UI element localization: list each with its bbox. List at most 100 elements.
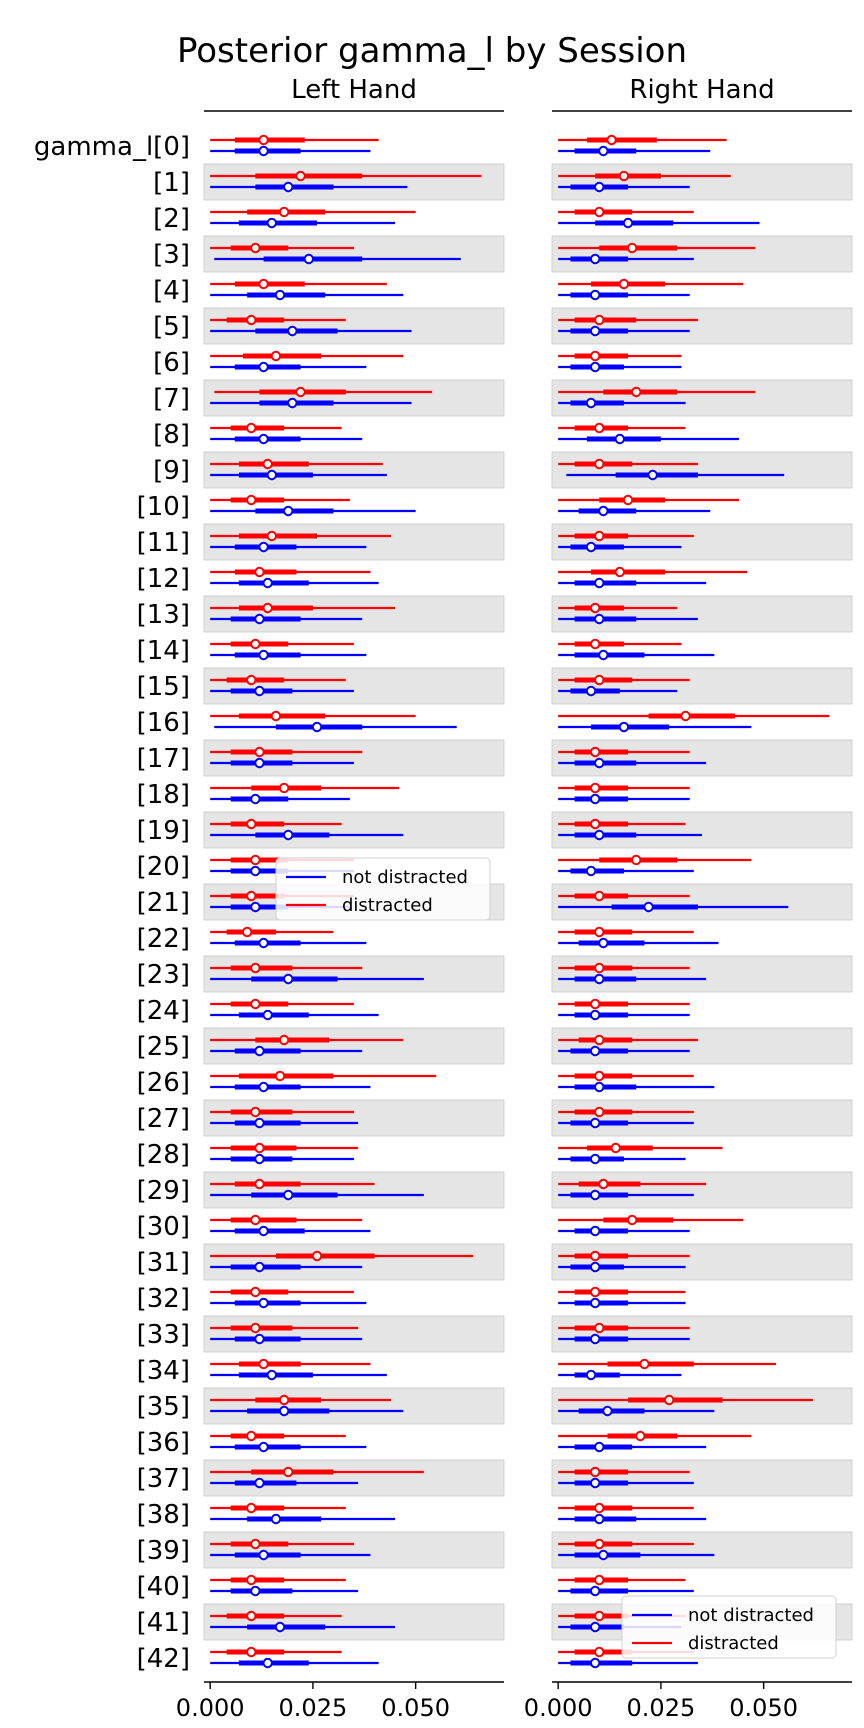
row-band (551, 1027, 853, 1065)
row-label: [33] (137, 1320, 190, 1350)
distracted-median-point (254, 1142, 265, 1154)
distracted-median-point (246, 314, 257, 326)
row-label: [20] (137, 852, 190, 882)
distracted-median-point (258, 1358, 269, 1370)
not-distracted-median-point (647, 469, 658, 481)
not-distracted-median-point (266, 1369, 278, 1381)
interval-marks (210, 134, 830, 1669)
not-distracted-median-point (594, 613, 605, 625)
row-band (551, 379, 853, 417)
not-distracted-median-point (254, 1045, 265, 1057)
not-distracted-median-point (589, 1333, 601, 1345)
row-band (203, 1099, 505, 1137)
distracted-median-point (594, 206, 605, 218)
not-distracted-median-point (594, 1441, 605, 1453)
row-band (203, 1315, 505, 1353)
not-distracted-median-point (258, 1297, 269, 1309)
distracted-median-point (283, 1466, 294, 1478)
row-band (203, 451, 505, 489)
row-label: [26] (137, 1068, 190, 1098)
row-label: [8] (153, 420, 190, 450)
not-distracted-median-point (283, 829, 294, 841)
not-distracted-median-point (258, 1441, 269, 1453)
distracted-median-point (622, 494, 634, 506)
row-band (203, 667, 505, 705)
not-distracted-median-point (258, 1081, 269, 1093)
x-tick-label: 0.050 (729, 1694, 798, 1722)
distracted-median-point (295, 386, 306, 398)
distracted-median-point (663, 1394, 675, 1406)
distracted-median-point (270, 350, 282, 362)
row-band (203, 1027, 505, 1065)
row-label: [25] (137, 1032, 190, 1062)
not-distracted-median-point (274, 289, 286, 301)
row-band (551, 1387, 853, 1425)
not-distracted-median-point (250, 793, 261, 805)
not-distracted-median-point (589, 361, 601, 373)
not-distracted-median-point (254, 1333, 265, 1345)
not-distracted-median-point (589, 1045, 601, 1057)
row-band (203, 595, 505, 633)
not-distracted-median-point (589, 1657, 601, 1669)
distracted-median-point (618, 278, 630, 290)
row-band (203, 235, 505, 273)
row-band (551, 667, 853, 705)
row-label: [37] (137, 1464, 190, 1494)
not-distracted-median-point (585, 685, 597, 697)
not-distracted-median-point (258, 937, 269, 949)
row-labels: gamma_l[0] [1] [2] [3] [4] [5] [6] [7] [8] [9] [10… (34, 132, 190, 1674)
not-distracted-median-point (254, 757, 265, 769)
row-band (551, 451, 853, 489)
distracted-median-point (618, 170, 630, 182)
distracted-median-point (626, 1214, 638, 1226)
not-distracted-median-point (254, 1477, 265, 1489)
not-distracted-median-point (278, 1405, 290, 1417)
not-distracted-median-point (270, 1513, 282, 1525)
not-distracted-median-point (250, 1585, 261, 1597)
panel-title: Right Hand (629, 75, 774, 105)
not-distracted-median-point (258, 433, 269, 445)
x-tick-label: 0.025 (627, 1694, 696, 1722)
not-distracted-median-point (258, 541, 269, 553)
distracted-median-point (258, 134, 269, 146)
distracted-median-point (594, 1322, 605, 1334)
row-label: [35] (137, 1392, 190, 1422)
not-distracted-median-point (598, 505, 609, 517)
row-label: [19] (137, 816, 190, 846)
distracted-median-point (589, 1466, 601, 1478)
not-distracted-median-point (254, 613, 265, 625)
row-label: [13] (137, 600, 190, 630)
not-distracted-median-point (594, 577, 605, 589)
distracted-median-point (589, 638, 601, 650)
row-label: [1] (153, 168, 190, 198)
distracted-median-point (589, 818, 601, 830)
row-band (203, 955, 505, 993)
row-band (551, 307, 853, 345)
not-distracted-median-point (254, 685, 265, 697)
chart-title: Posterior gamma_l by Session (177, 31, 687, 71)
row-label: [34] (137, 1356, 190, 1386)
distracted-median-point (631, 854, 642, 866)
row-band (203, 1171, 505, 1209)
x-tick-label: 0.000 (524, 1694, 593, 1722)
not-distracted-median-point (598, 649, 609, 661)
not-distracted-median-point (258, 361, 269, 373)
legend-distracted-label: distracted (688, 1633, 779, 1654)
not-distracted-median-point (283, 505, 294, 517)
distracted-median-point (594, 458, 605, 470)
distracted-median-point (594, 1502, 605, 1514)
not-distracted-median-point (311, 721, 323, 733)
row-band (203, 1603, 505, 1641)
row-label: [40] (137, 1572, 190, 1602)
distracted-median-point (250, 962, 261, 974)
not-distracted-median-point (262, 577, 273, 589)
distracted-median-point (250, 854, 261, 866)
row-band (203, 307, 505, 345)
row-band (203, 1531, 505, 1569)
distracted-median-point (262, 458, 273, 470)
panel-title: Left Hand (291, 75, 417, 105)
distracted-median-point (262, 602, 273, 614)
distracted-median-point (266, 530, 278, 542)
distracted-median-point (254, 566, 265, 578)
row-band (203, 163, 505, 201)
